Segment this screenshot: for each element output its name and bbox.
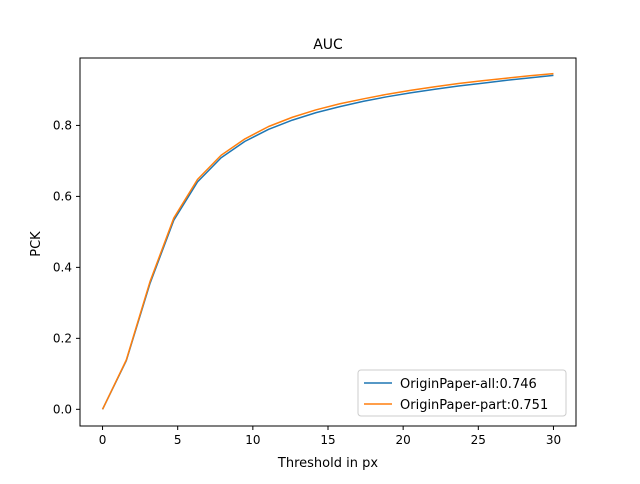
plot-lines xyxy=(101,72,554,410)
legend-label-1: OriginPaper-all:0.746 xyxy=(400,377,537,392)
y-tick-label: 0.4 xyxy=(53,260,72,274)
x-tick-label: 15 xyxy=(320,433,335,447)
y-axis-ticks: 0.0 0.2 0.4 0.6 0.8 xyxy=(53,118,80,416)
series-line-2 xyxy=(101,72,554,410)
x-tick-label: 30 xyxy=(546,433,561,447)
y-tick-label: 0.6 xyxy=(53,189,72,203)
x-tick-label: 0 xyxy=(99,433,107,447)
x-tick-label: 10 xyxy=(245,433,260,447)
x-axis-ticks: 0 5 10 15 20 25 30 xyxy=(99,426,561,447)
x-tick-label: 5 xyxy=(174,433,182,447)
legend-box xyxy=(357,369,567,417)
x-tick-label: 25 xyxy=(471,433,486,447)
legend-label-2: OriginPaper-part:0.751 xyxy=(400,398,548,413)
y-tick-label: 0.8 xyxy=(53,118,72,132)
x-tick-label: 20 xyxy=(396,433,411,447)
x-axis-label: Threshold in px xyxy=(277,456,378,471)
y-axis-label: PCK xyxy=(29,231,44,257)
y-tick-label: 0.0 xyxy=(53,402,72,416)
series-line-1 xyxy=(101,74,554,410)
y-tick-label: 0.2 xyxy=(53,331,72,345)
legend: OriginPaper-all:0.746 OriginPaper-part:0.… xyxy=(357,369,567,417)
chart-title: AUC xyxy=(313,37,343,53)
